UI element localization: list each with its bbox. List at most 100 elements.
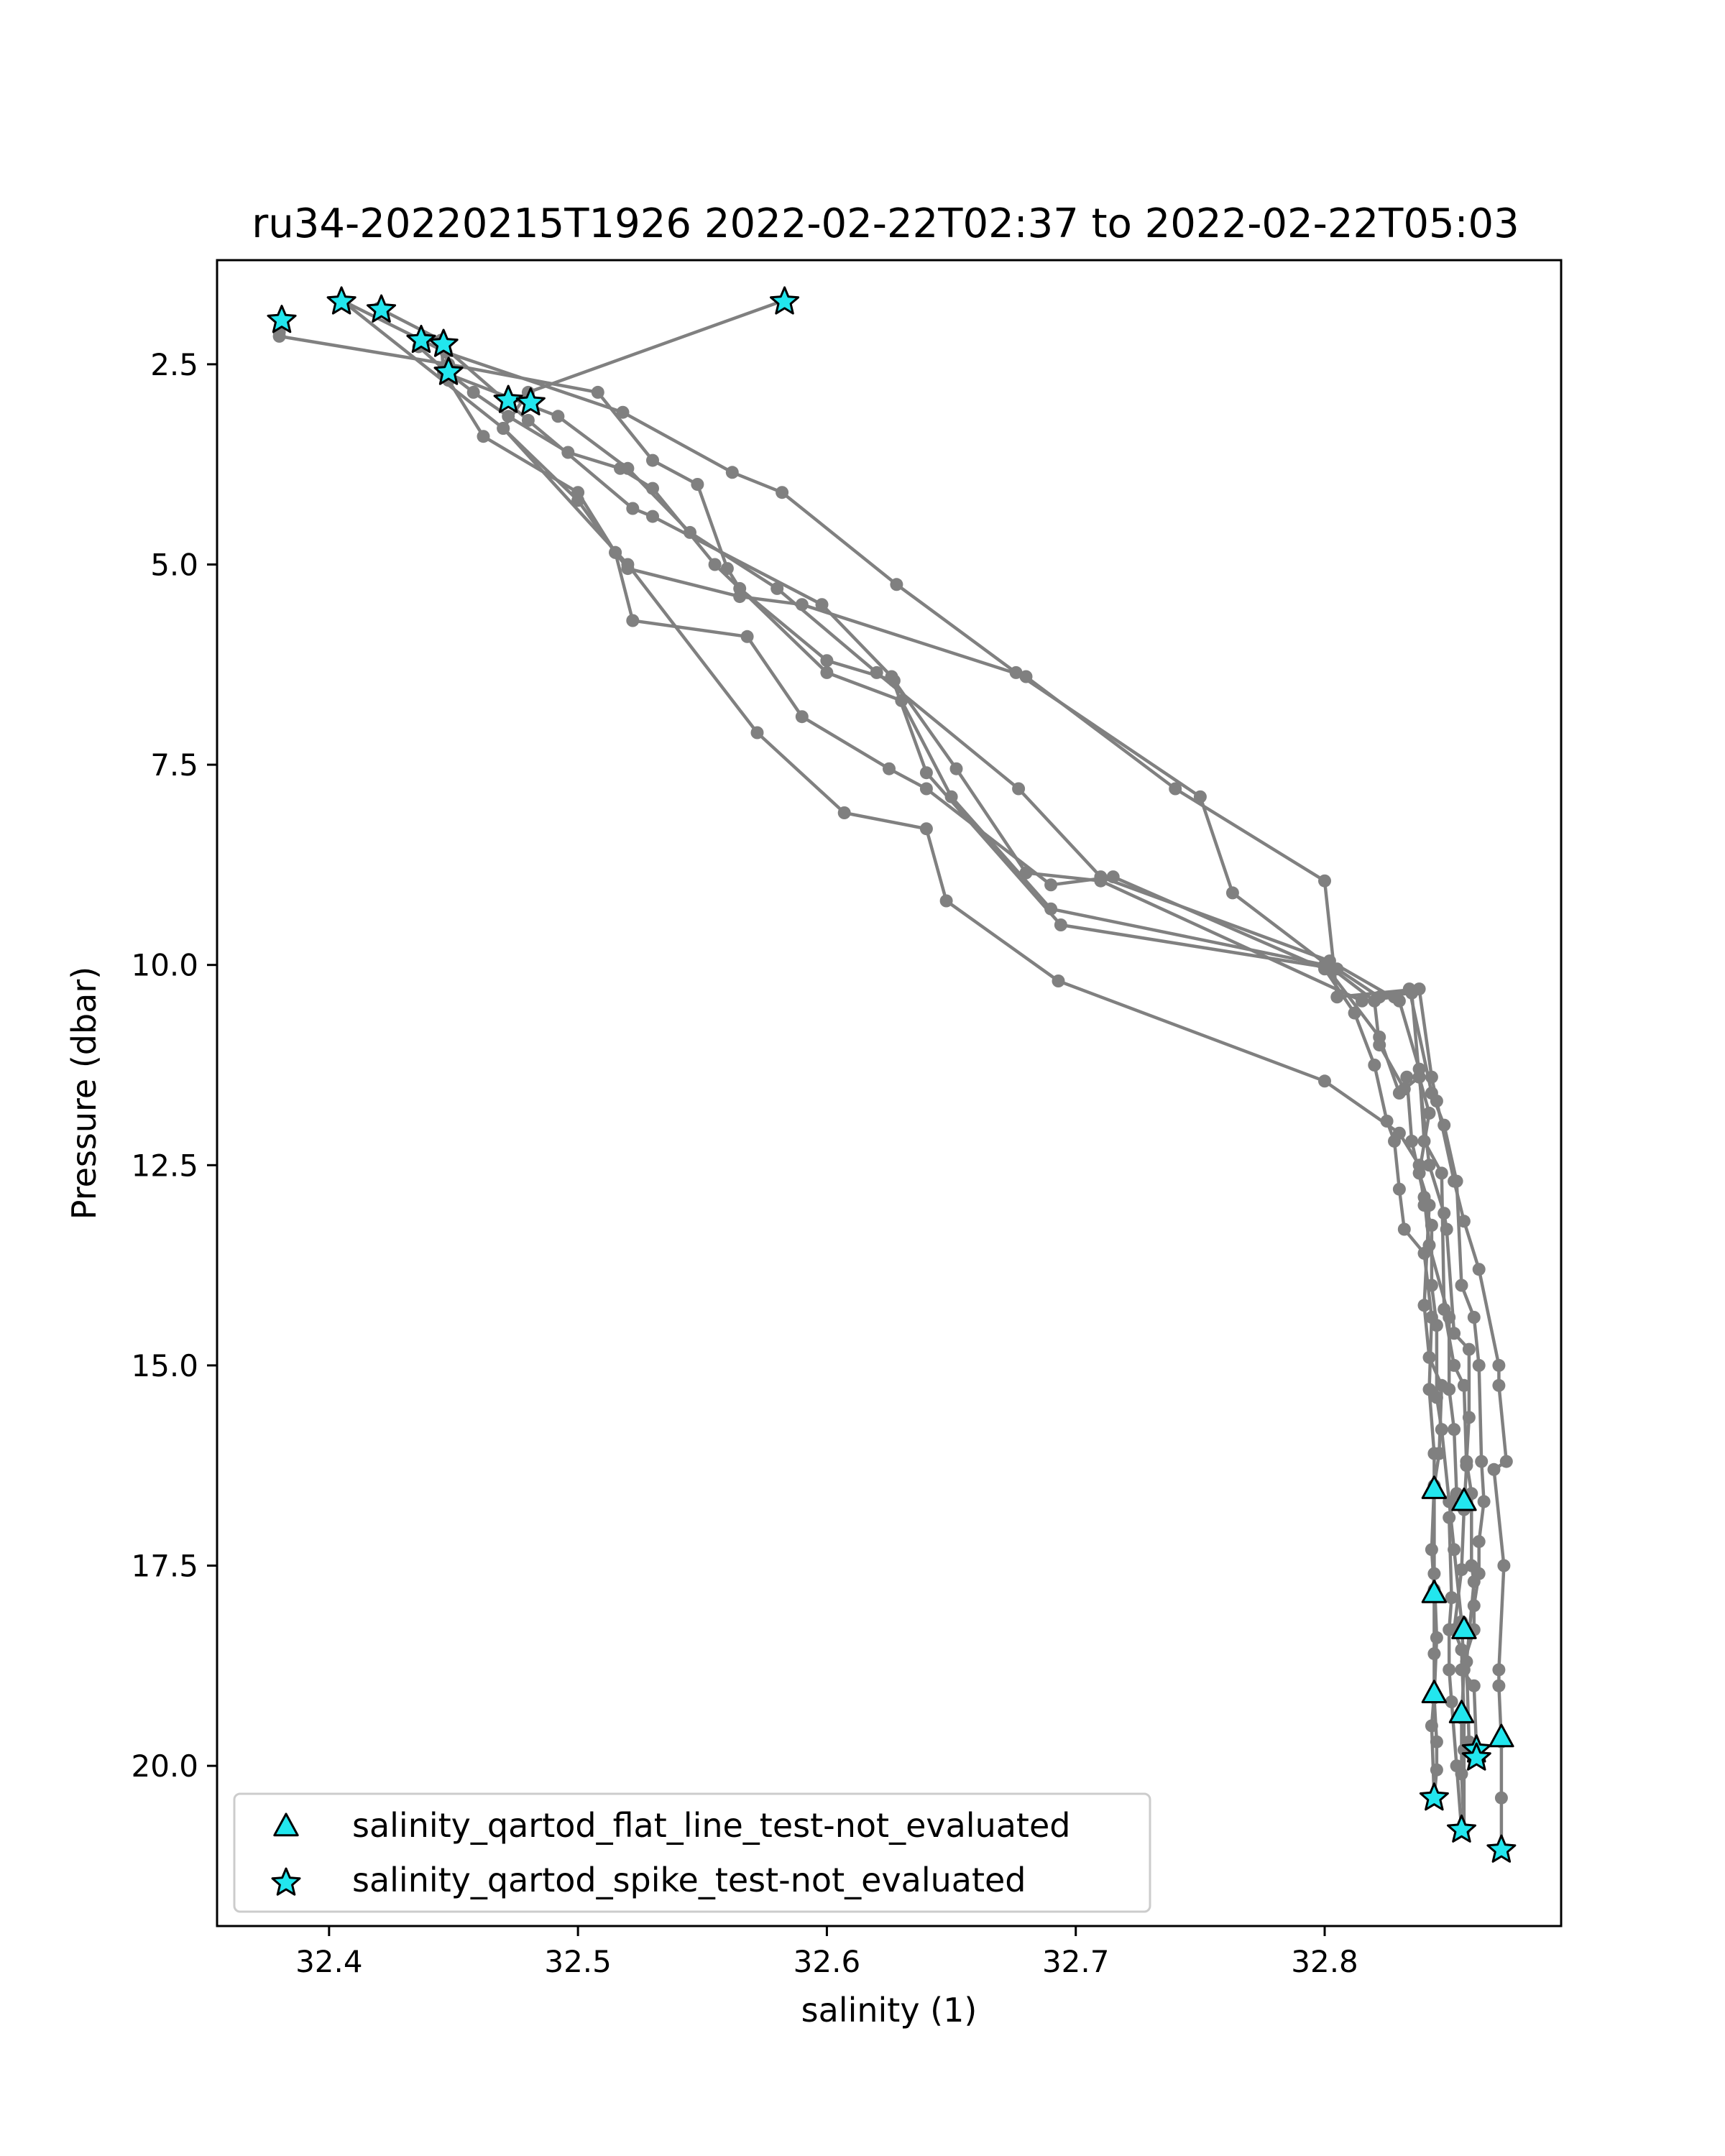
- profile-point: [1106, 870, 1120, 884]
- profile-point: [1448, 1358, 1461, 1372]
- profile-point: [1373, 1031, 1386, 1044]
- profile-point: [1392, 1126, 1406, 1140]
- star-marker: [406, 324, 436, 354]
- profile-point: [646, 482, 659, 495]
- profile-point: [1492, 1358, 1506, 1372]
- y-tick-label: 15.0: [131, 1348, 198, 1383]
- profile-point: [1472, 1263, 1486, 1276]
- profile-point: [1392, 994, 1406, 1008]
- legend-triangle-icon: [273, 1812, 299, 1837]
- profile-point: [1455, 1767, 1468, 1781]
- profile-point: [919, 782, 933, 796]
- profile-point: [770, 581, 784, 595]
- profile-point: [939, 894, 953, 908]
- star-marker: [1447, 1814, 1476, 1843]
- profile-point: [820, 665, 834, 679]
- triangle-marker: [1451, 1487, 1477, 1511]
- x-tick-label: 32.5: [544, 1944, 612, 1979]
- profile-point: [621, 558, 635, 571]
- profile-point: [1457, 1215, 1471, 1228]
- profile-point: [1422, 1106, 1436, 1120]
- x-axis: 32.4 32.5 32.6 32.7 32.8: [295, 1926, 1358, 1979]
- profile-point: [1417, 1199, 1431, 1212]
- star-marker: [770, 286, 800, 315]
- x-axis-label: salinity (1): [801, 1991, 978, 2030]
- star-marker: [326, 286, 356, 315]
- profile-point: [1430, 1319, 1443, 1332]
- profile-point: [626, 614, 640, 627]
- profile-point: [691, 478, 704, 491]
- y-tick-label: 2.5: [150, 347, 198, 382]
- profile-point: [883, 762, 896, 775]
- plot-area: [216, 259, 1563, 1927]
- x-tick-label: 32.4: [295, 1944, 363, 1979]
- profile-point: [1448, 1423, 1461, 1437]
- profile-point: [1487, 1462, 1501, 1476]
- y-tick-label: 12.5: [131, 1148, 198, 1183]
- y-tick-label: 10.0: [131, 948, 198, 983]
- profile-point: [820, 654, 834, 668]
- star-marker: [267, 305, 297, 333]
- y-axis-label: Pressure (dbar): [65, 967, 104, 1220]
- profile-point: [919, 766, 933, 780]
- star-marker: [428, 328, 459, 357]
- profile-point: [890, 578, 903, 591]
- profile-point: [1412, 1158, 1426, 1172]
- profile-point: [1494, 1791, 1508, 1805]
- profile-point: [740, 630, 754, 643]
- profile-point: [551, 410, 565, 423]
- flat-line-test-markers: [1421, 1475, 1514, 1748]
- profile-point: [1467, 1311, 1481, 1324]
- profile-point: [949, 762, 963, 775]
- profile-point: [1425, 1087, 1438, 1100]
- profile-point: [1455, 1279, 1468, 1292]
- star-marker: [1419, 1782, 1449, 1811]
- profile-point: [497, 422, 510, 435]
- profile-point: [1380, 1115, 1394, 1128]
- profile-point: [272, 329, 286, 343]
- profile-point: [1492, 1378, 1506, 1392]
- profile-point: [1405, 986, 1419, 1000]
- profile-point: [1356, 994, 1368, 1008]
- profile-point: [1373, 990, 1386, 1004]
- profile-point: [1397, 1222, 1411, 1236]
- profile-point: [502, 410, 515, 423]
- star-marker: [493, 384, 523, 413]
- triangle-marker: [1421, 1680, 1448, 1704]
- profile-point: [1318, 874, 1331, 888]
- profile-point: [614, 461, 627, 475]
- y-tick-label: 7.5: [150, 747, 198, 783]
- x-tick-label: 32.8: [1291, 1944, 1358, 1979]
- profile-point: [815, 598, 829, 612]
- profile-point: [1430, 1631, 1443, 1644]
- star-marker: [1486, 1834, 1517, 1863]
- spike-test-markers: [267, 286, 1517, 1863]
- profile-point: [1400, 1070, 1414, 1084]
- legend-star-icon: [271, 1867, 301, 1896]
- profile-point: [646, 453, 659, 467]
- profile-point: [1193, 790, 1207, 803]
- profile-point: [1425, 1719, 1438, 1733]
- profile-point: [1422, 1158, 1436, 1172]
- star-marker: [367, 294, 397, 323]
- profile-point: [1417, 1299, 1431, 1312]
- profile-point: [1425, 1218, 1438, 1232]
- y-axis: 2.5 5.0 7.5 10.0 12.5 15.0 17.5 20.0: [131, 347, 217, 1784]
- y-tick-label: 17.5: [131, 1549, 198, 1584]
- profile-point: [1009, 665, 1023, 679]
- profile-point: [1455, 1563, 1468, 1577]
- legend-entries: salinity_qartod_flat_line_test-not_evalu…: [271, 1806, 1070, 1899]
- profile-point: [870, 665, 883, 679]
- profile-point: [1054, 918, 1067, 931]
- profile-point: [571, 486, 585, 499]
- profile-point: [1435, 1166, 1448, 1180]
- profile-point: [1392, 1182, 1406, 1196]
- chart-title: ru34-20220215T1926 2022-02-22T02:37 to 2…: [252, 201, 1519, 247]
- profile-point: [837, 806, 851, 819]
- x-tick-label: 32.7: [1042, 1944, 1110, 1979]
- profile-point: [1467, 1599, 1481, 1613]
- triangle-marker: [1451, 1616, 1477, 1639]
- profile-point: [591, 385, 604, 399]
- profile-point: [616, 405, 630, 419]
